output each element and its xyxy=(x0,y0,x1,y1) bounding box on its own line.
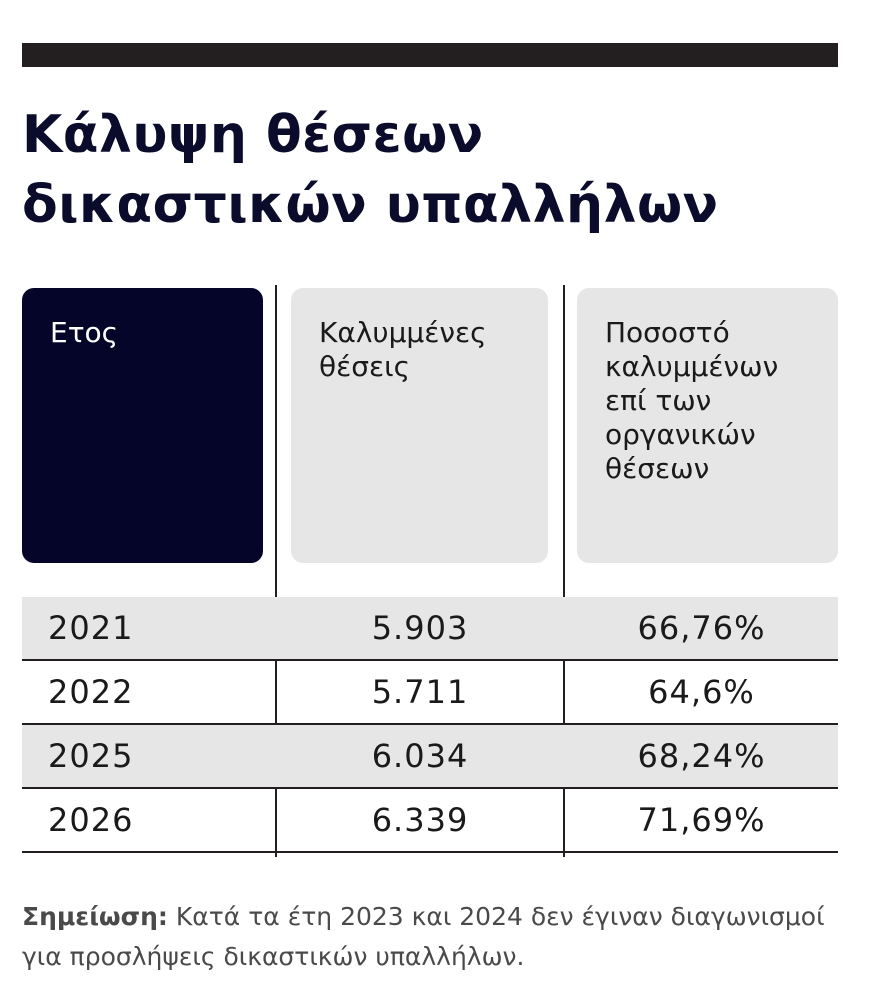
cell-percentage: 66,76% xyxy=(637,609,766,647)
data-table: Ετος Καλυμμένες θέσεις Ποσοστό καλυμμένω… xyxy=(22,285,838,857)
column-header-filled-positions: Καλυμμένες θέσεις xyxy=(291,288,548,563)
cell-filled-positions: 6.034 xyxy=(371,737,469,775)
cell-percentage: 64,6% xyxy=(648,673,755,711)
cell-filled-positions: 5.903 xyxy=(371,609,469,647)
table-row: 2025 6.034 68,24% xyxy=(22,725,838,789)
column-divider xyxy=(563,285,565,857)
table-row: 2021 5.903 66,76% xyxy=(22,597,838,661)
footnote-text: Κατά τα έτη 2023 και 2024 δεν έγιναν δια… xyxy=(22,902,825,971)
cell-year: 2026 xyxy=(48,801,134,839)
cell-filled-positions: 6.339 xyxy=(371,801,469,839)
column-divider xyxy=(275,285,277,857)
cell-year: 2025 xyxy=(48,737,134,775)
chart-title: Κάλυψη θέσεων δικαστικών υπαλλήλων xyxy=(22,100,852,240)
column-header-year: Ετος xyxy=(22,288,263,563)
cell-year: 2021 xyxy=(48,609,134,647)
cell-year: 2022 xyxy=(48,673,134,711)
cell-percentage: 71,69% xyxy=(637,801,766,839)
table-row: 2022 5.711 64,6% xyxy=(22,661,838,725)
footnote: Σημείωση: Κατά τα έτη 2023 και 2024 δεν … xyxy=(22,897,852,977)
top-rule xyxy=(22,43,838,67)
footnote-label: Σημείωση: xyxy=(22,902,168,931)
title-line-1: Κάλυψη θέσεων xyxy=(22,105,484,165)
table-row: 2026 6.339 71,69% xyxy=(22,789,838,853)
table-body: 2021 5.903 66,76% 2022 5.711 64,6% 2025 … xyxy=(22,597,838,853)
cell-filled-positions: 5.711 xyxy=(371,673,469,711)
column-header-percentage: Ποσοστό καλυμμένων επί των οργανικών θέσ… xyxy=(577,288,838,563)
title-line-2: δικαστικών υπαλλήλων xyxy=(22,175,719,235)
cell-percentage: 68,24% xyxy=(637,737,766,775)
